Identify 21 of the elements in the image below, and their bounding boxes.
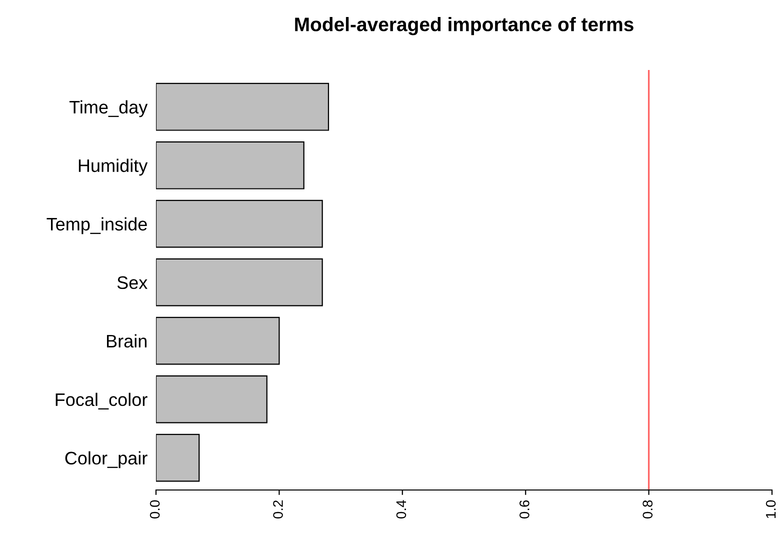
y-tick-label: Sex — [117, 276, 148, 290]
bar — [156, 375, 268, 424]
x-tick-label: 0.0 — [150, 500, 160, 518]
y-tick-label: Focal_color — [56, 392, 148, 410]
x-tick-label: 1.0 — [766, 500, 776, 518]
x-tick-label: 0.8 — [642, 500, 653, 518]
x-tick-label: 0.2 — [273, 500, 283, 518]
bar — [156, 258, 323, 306]
chart-title: Model-averaged importance of terms — [295, 17, 634, 36]
y-tick-label: Time_day — [69, 100, 148, 118]
y-tick-label: Temp_inside — [46, 217, 147, 234]
x-tick-label: 0.6 — [519, 500, 530, 518]
bar — [156, 434, 200, 482]
bar — [156, 200, 323, 248]
bar — [156, 82, 330, 131]
x-tick-label: 0.4 — [396, 500, 406, 518]
bar — [156, 141, 304, 190]
y-tick-label: Humidity — [78, 158, 148, 176]
bar — [156, 316, 280, 365]
y-tick-label: Color_pair — [65, 451, 148, 468]
y-tick-label: Brain — [107, 334, 146, 348]
